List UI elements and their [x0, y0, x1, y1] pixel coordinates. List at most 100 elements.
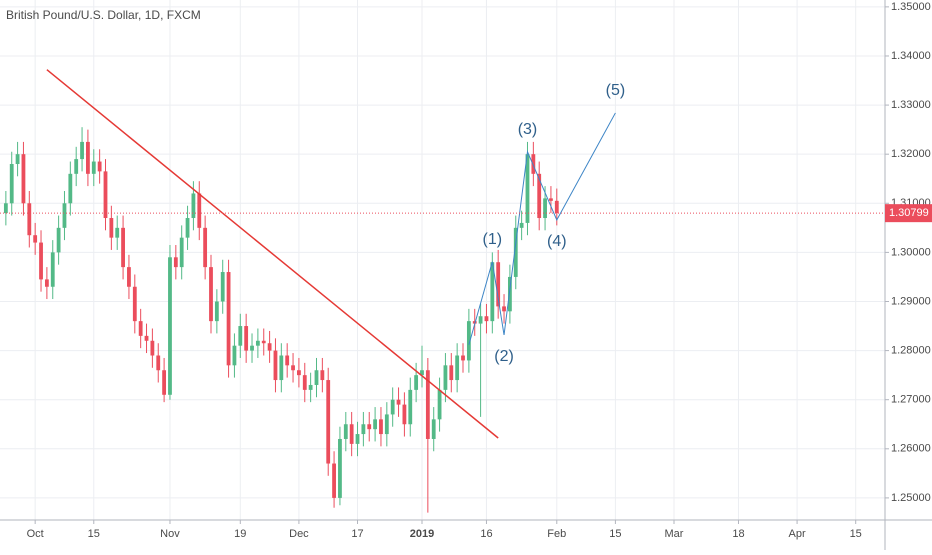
- candle: [173, 245, 178, 280]
- candle: [390, 387, 395, 427]
- candle-body: [197, 193, 202, 228]
- candle: [320, 357, 325, 393]
- candle-body: [56, 227, 61, 253]
- candle: [39, 230, 43, 292]
- candle: [326, 367, 331, 476]
- candle: [496, 249, 501, 319]
- x-tick-label: Apr: [789, 528, 806, 540]
- x-tick-label: 16: [480, 528, 492, 540]
- candle: [261, 328, 266, 356]
- candle-body: [537, 173, 542, 219]
- candle-body: [109, 218, 114, 238]
- candle: [80, 127, 84, 172]
- wave-label: (5): [606, 82, 626, 99]
- candle-body: [513, 227, 518, 277]
- candle-body: [115, 227, 120, 238]
- candle: [209, 254, 213, 334]
- candle-body: [402, 404, 407, 425]
- candle: [168, 245, 172, 400]
- x-tick-label: 15: [88, 528, 100, 540]
- candle-body: [379, 419, 383, 435]
- candle: [302, 362, 307, 403]
- candle: [267, 330, 272, 363]
- candle-body: [255, 340, 260, 346]
- candle: [408, 377, 413, 437]
- candle: [132, 274, 137, 334]
- candle-body: [50, 252, 55, 287]
- candle: [437, 377, 442, 432]
- y-tick-label: 1.34000: [891, 50, 931, 62]
- y-tick-label: 1.29000: [891, 295, 931, 307]
- x-tick-label: 2019: [410, 528, 434, 540]
- wave-label: (3): [518, 121, 538, 138]
- candle-body: [384, 414, 389, 435]
- candle-body: [86, 141, 90, 174]
- x-tick-label: Feb: [547, 528, 566, 540]
- candle-body: [343, 424, 348, 439]
- candle: [414, 362, 419, 403]
- candle: [355, 421, 360, 457]
- candle-body: [507, 276, 512, 312]
- candle: [255, 328, 260, 358]
- candle-body: [531, 154, 536, 174]
- candle: [214, 289, 219, 334]
- x-tick-label: Oct: [27, 528, 44, 540]
- candle-body: [27, 203, 32, 236]
- candle: [431, 407, 436, 452]
- candle: [244, 313, 249, 363]
- candle-body: [214, 301, 219, 322]
- plot: (1) (2) (3) (4) (5): [0, 69, 885, 513]
- candle-body: [150, 340, 155, 356]
- wave-line: [468, 112, 616, 345]
- candle-body: [332, 463, 336, 498]
- candle: [62, 191, 67, 241]
- candle: [3, 191, 8, 226]
- candle-body: [220, 272, 225, 302]
- candle: [33, 222, 38, 255]
- candle-body: [291, 365, 295, 371]
- y-tick-label: 1.33000: [891, 99, 931, 111]
- candle: [484, 303, 489, 334]
- candle-body: [373, 419, 378, 430]
- candle: [156, 343, 161, 383]
- candle-body: [91, 161, 96, 174]
- candle: [478, 303, 483, 417]
- wave-label: (4): [547, 233, 567, 250]
- candle-body: [185, 218, 190, 238]
- candle-body: [302, 375, 307, 390]
- candle: [121, 215, 125, 280]
- candle: [203, 215, 208, 280]
- candle: [15, 141, 20, 177]
- candle: [420, 345, 424, 388]
- candle: [21, 141, 26, 216]
- candle: [519, 210, 524, 241]
- last-price-box: [885, 204, 932, 223]
- candle: [379, 407, 383, 447]
- candle: [91, 149, 96, 187]
- candle: [97, 149, 102, 184]
- y-tick-label: 1.26000: [891, 443, 931, 455]
- chart-title: British Pound/U.S. Dollar, 1D, FXCM: [6, 8, 201, 22]
- candle-body: [232, 345, 237, 366]
- candle: [232, 333, 237, 378]
- candle-body: [279, 355, 284, 381]
- candle: [138, 308, 143, 349]
- candle-body: [144, 335, 149, 341]
- candle: [361, 411, 366, 447]
- candle: [490, 252, 495, 334]
- candle: [44, 267, 49, 300]
- y-tick-label: 1.27000: [891, 394, 931, 406]
- candle-body: [97, 161, 102, 172]
- y-tick-label: 1.35000: [891, 1, 931, 13]
- candle-body: [338, 438, 342, 498]
- candle-body: [44, 279, 49, 287]
- x-tick-label: 15: [609, 528, 621, 540]
- candle: [273, 338, 278, 393]
- candle-body: [314, 370, 319, 385]
- candle: [513, 215, 518, 290]
- candle-body: [226, 272, 231, 366]
- candle-body: [420, 370, 424, 376]
